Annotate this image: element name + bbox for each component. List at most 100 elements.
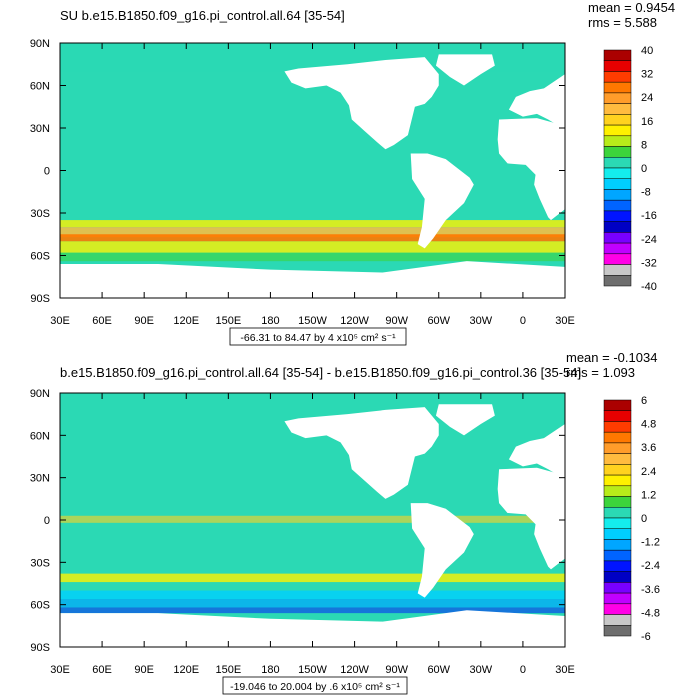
- colorbar-label: 32: [641, 69, 653, 81]
- panel-2-title: b.e15.B1850.f09_g16.pi_control.all.64 [3…: [60, 365, 581, 380]
- colorbar-swatch: [603, 275, 632, 287]
- x-tick-label: 90E: [134, 664, 154, 676]
- colorbar-label: 24: [641, 92, 653, 104]
- panel-1-rms: rms = 5.588: [588, 15, 657, 30]
- x-tick-label: 60W: [427, 315, 450, 327]
- colorbar-swatch: [603, 242, 632, 255]
- colorbar-swatch: [603, 92, 632, 104]
- panel-2-rms: rms = 1.093: [566, 365, 635, 380]
- colorbar-label: -1.2: [641, 537, 660, 549]
- colorbar-swatch: [603, 442, 632, 454]
- field-band: [60, 227, 565, 238]
- colorbar-label: 3.6: [641, 442, 656, 454]
- colorbar-swatch: [603, 60, 632, 72]
- field-band: [60, 515, 565, 523]
- land-mask: [284, 57, 439, 150]
- x-tick-label: 0: [520, 315, 526, 327]
- colorbar-swatch: [603, 399, 632, 411]
- colorbar-label: 8: [641, 139, 647, 151]
- land-mask: [651, 164, 700, 182]
- y-tick-label: 60N: [30, 430, 50, 442]
- land-mask: [60, 610, 565, 647]
- y-tick-label: 90N: [30, 388, 50, 400]
- y-tick-label: 90S: [30, 642, 50, 654]
- panel-2-range-box: [222, 676, 408, 695]
- colorbar-swatch: [603, 146, 632, 158]
- y-tick-label: 90S: [30, 293, 50, 305]
- land-mask: [579, 538, 594, 556]
- y-tick-label: 30N: [30, 123, 50, 135]
- panel-2-map: [60, 393, 700, 647]
- y-tick-label: 90N: [30, 38, 50, 50]
- land-mask: [435, 54, 495, 86]
- colorbar-swatch: [603, 410, 632, 422]
- panel-2-axes: 30E 60E 90E 120E 150E 180 150W 120W 90W 60W 30W 0 30…: [30, 388, 575, 676]
- x-tick-label: 90E: [134, 315, 154, 327]
- colorbar-swatch: [603, 507, 632, 519]
- x-tick-label: 30E: [50, 315, 70, 327]
- field-band: [60, 590, 565, 600]
- land-mask: [284, 407, 439, 499]
- x-tick-label: 180: [261, 315, 279, 327]
- panel-1-axes: 30E 60E 90E 120E 150E 180 150W 120W 90W 60W 30W 0 30…: [30, 38, 575, 327]
- x-tick-label: 150W: [298, 664, 327, 676]
- colorbar-swatch: [603, 603, 632, 615]
- x-tick-label: 180: [261, 664, 279, 676]
- panel-1-range-note: -66.31 to 84.47 by 4 x10⁵ cm² s⁻¹: [240, 332, 396, 344]
- colorbar-label: -8: [641, 187, 651, 199]
- colorbar-swatch: [603, 157, 632, 169]
- x-tick-label: 150E: [215, 315, 241, 327]
- colorbar-swatch: [603, 71, 632, 83]
- panel-1-range-box: [229, 327, 407, 346]
- colorbar-label: 2.4: [641, 466, 656, 478]
- colorbar-label: -32: [641, 257, 657, 269]
- colorbar-label: 0: [641, 513, 647, 525]
- x-tick-label: 120W: [340, 315, 369, 327]
- colorbar-swatch: [603, 549, 632, 562]
- field-band: [60, 234, 565, 242]
- y-tick-label: 0: [44, 166, 50, 178]
- colorbar-swatch: [603, 49, 632, 61]
- colorbar-swatch: [603, 496, 632, 508]
- y-tick-label: 60N: [30, 81, 50, 93]
- x-tick-label: 120W: [340, 664, 369, 676]
- colorbar-swatch: [603, 167, 632, 179]
- field-band: [60, 241, 565, 253]
- colorbar-label: -6: [641, 631, 651, 643]
- x-tick-label: 30E: [555, 315, 575, 327]
- panel-1-title: SU b.e15.B1850.f09_g16.pi_control.all.64…: [60, 8, 345, 23]
- x-tick-label: 30W: [470, 315, 493, 327]
- x-tick-label: 0: [520, 664, 526, 676]
- colorbar-label: -3.6: [641, 584, 660, 596]
- colorbar-label: -40: [641, 281, 657, 293]
- x-tick-label: 60W: [427, 664, 450, 676]
- land-mask: [60, 261, 565, 298]
- field-band: [60, 252, 565, 262]
- colorbar-swatch: [603, 124, 632, 137]
- x-tick-label: 90W: [385, 315, 408, 327]
- colorbar-swatch: [603, 253, 632, 265]
- x-tick-label: 60E: [92, 664, 112, 676]
- colorbar-label: 6: [641, 395, 647, 407]
- colorbar-swatch: [603, 189, 632, 201]
- land-mask: [651, 514, 700, 532]
- land-mask: [677, 187, 700, 223]
- colorbar-swatch: [603, 421, 632, 433]
- colorbar-swatch: [603, 210, 632, 222]
- y-tick-label: 0: [44, 515, 50, 527]
- colorbar-label: -4.8: [641, 607, 660, 619]
- colorbar-swatch: [603, 592, 632, 605]
- land-mask: [677, 536, 700, 572]
- colorbar-label: 16: [641, 116, 653, 128]
- colorbar-swatch: [603, 431, 632, 444]
- colorbar-swatch: [603, 221, 632, 233]
- colorbar-swatch: [603, 474, 632, 487]
- colorbar-swatch: [603, 199, 632, 212]
- x-tick-label: 30W: [470, 664, 493, 676]
- colorbar-swatch: [603, 103, 632, 115]
- colorbar-swatch: [603, 539, 632, 551]
- x-tick-label: 150W: [298, 315, 327, 327]
- colorbar-swatch: [603, 464, 632, 476]
- colorbar-swatch: [603, 232, 632, 244]
- colorbar-swatch: [603, 560, 632, 572]
